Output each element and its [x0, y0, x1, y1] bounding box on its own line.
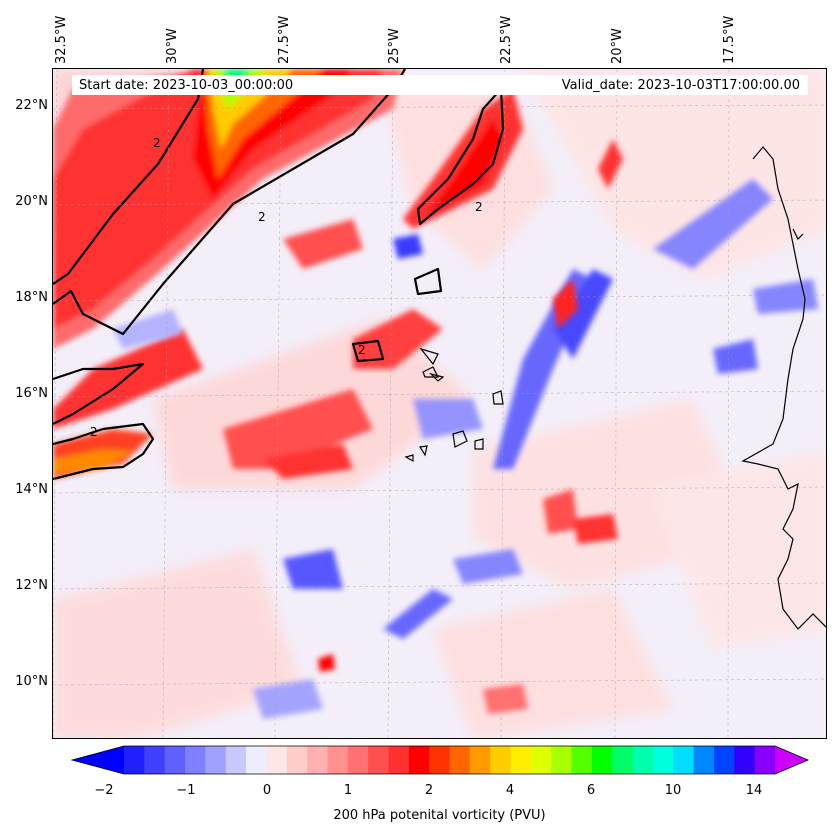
lat-label: 20°N	[15, 194, 48, 209]
colorbar-swatch	[551, 746, 573, 774]
colorbar-swatch	[144, 746, 166, 774]
colorbar-swatch	[612, 746, 634, 774]
colorbar-swatch	[368, 746, 389, 774]
colorbar-swatch	[510, 746, 532, 774]
colorbar-swatch	[388, 746, 410, 774]
map-panel: 2 2 2 2 2	[52, 68, 827, 739]
colorbar-extend-max	[775, 746, 808, 774]
lon-label: 32.5°W	[54, 15, 69, 64]
colorbar-tick-label: 14	[745, 783, 763, 798]
colorbar-swatch	[246, 746, 267, 774]
contour-label-2: 2	[475, 200, 483, 214]
lat-label: 14°N	[15, 482, 48, 497]
colorbar-swatch	[673, 746, 695, 774]
colorbar-swatch	[225, 746, 247, 774]
colorbar-swatch	[266, 746, 288, 774]
colorbar-swatch	[591, 746, 613, 774]
date-info-bar: Start date: 2023-10-03_00:00:00 Valid_da…	[72, 75, 808, 95]
colorbar-swatch	[449, 746, 471, 774]
colorbar-label: 200 hPa potenital vorticity (PVU)	[333, 808, 546, 823]
colorbar-swatch	[408, 746, 430, 774]
valid-date-text: Valid_date: 2023-10-03T17:00:00.00	[561, 78, 800, 93]
colorbar-swatch	[286, 746, 308, 774]
colorbar-extend-min	[72, 746, 124, 774]
colorbar-swatch	[530, 746, 552, 774]
contour-label-2: 2	[153, 136, 161, 150]
colorbar-swatch	[571, 746, 593, 774]
contour-label-2: 2	[358, 343, 366, 357]
colorbar-swatch	[490, 746, 512, 774]
start-date-text: Start date: 2023-10-03_00:00:00	[79, 78, 294, 93]
colorbar-swatch	[307, 746, 328, 774]
lon-label: 25°W	[387, 28, 402, 64]
lat-label: 22°N	[15, 98, 48, 113]
colorbar-swatch	[205, 746, 227, 774]
contour-label-2: 2	[258, 210, 266, 224]
colorbar-tick-label: −1	[176, 783, 196, 798]
colorbar-tick-label: −2	[94, 783, 114, 798]
colorbar	[70, 745, 810, 775]
colorbar-swatch	[124, 746, 145, 774]
lon-label: 17.5°W	[722, 15, 737, 64]
colorbar-swatch	[164, 746, 186, 774]
colorbar-tick-label: 10	[664, 783, 682, 798]
colorbar-swatch	[693, 746, 715, 774]
lat-label: 18°N	[15, 290, 48, 305]
colorbar-tick-label: 0	[262, 783, 272, 798]
contour-label-2: 2	[90, 425, 98, 439]
lon-label: 22.5°W	[499, 15, 514, 64]
colorbar-swatch	[185, 746, 206, 774]
colorbar-swatch	[469, 746, 491, 774]
colorbar-swatch	[652, 746, 674, 774]
colorbar-swatch	[327, 746, 349, 774]
colorbar-tick-label: 1	[343, 783, 353, 798]
colorbar-outline	[70, 745, 810, 775]
colorbar-tick-label: 2	[424, 783, 434, 798]
lat-label: 10°N	[15, 674, 48, 689]
lon-label: 30°W	[165, 28, 180, 64]
lat-label: 16°N	[15, 386, 48, 401]
colorbar-swatch	[429, 746, 450, 774]
lon-label: 20°W	[610, 28, 625, 64]
lat-label: 12°N	[15, 578, 48, 593]
colorbar-tick-label: 4	[505, 783, 515, 798]
colorbar-tick-label: 6	[586, 783, 596, 798]
colorbar-swatch	[734, 746, 756, 774]
pv-field-map: 2 2 2 2 2	[53, 69, 826, 738]
colorbar-swatch	[713, 746, 735, 774]
colorbar-swatch	[754, 746, 776, 774]
lon-label: 27.5°W	[277, 15, 292, 64]
colorbar-swatch	[347, 746, 369, 774]
colorbar-swatch	[632, 746, 654, 774]
